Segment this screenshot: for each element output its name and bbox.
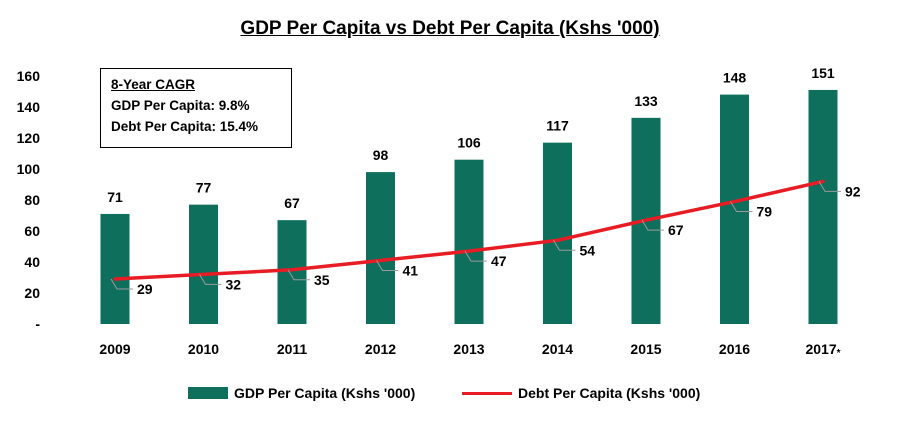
debt-label-leader xyxy=(553,240,576,251)
debt-value-label: 29 xyxy=(137,281,153,297)
x-category-label: 2014 xyxy=(542,341,573,357)
x-category-label: 2017* xyxy=(805,341,840,359)
gdp-value-label: 148 xyxy=(723,70,747,86)
gdp-value-label: 133 xyxy=(634,93,658,109)
debt-value-label: 47 xyxy=(491,253,507,269)
debt-value-label: 92 xyxy=(845,183,861,199)
y-tick-label: 80 xyxy=(24,192,40,208)
x-category-label: 2011 xyxy=(277,341,308,357)
gdp-value-label: 117 xyxy=(546,118,569,134)
debt-value-label: 67 xyxy=(668,222,684,238)
gdp-value-label: 106 xyxy=(457,135,481,151)
gdp-bar xyxy=(808,89,838,324)
y-tick-label: 120 xyxy=(17,130,41,146)
y-tick-label: 60 xyxy=(24,223,40,239)
debt-value-label: 79 xyxy=(757,204,773,220)
legend-label-gdp: GDP Per Capita (Kshs '000) xyxy=(234,385,416,401)
legend-swatch-gdp xyxy=(188,387,228,399)
gdp-value-label: 67 xyxy=(284,195,300,211)
debt-label-leader xyxy=(730,201,753,213)
cagr-heading: 8-Year CAGR xyxy=(111,77,196,92)
debt-label-leader xyxy=(110,278,133,290)
y-tick-label: 40 xyxy=(24,254,40,270)
gdp-bar xyxy=(277,220,307,324)
debt-label-leader xyxy=(464,250,487,262)
gdp-bar xyxy=(454,159,484,324)
x-category-label: 2012 xyxy=(365,341,396,357)
legend-item-gdp: GDP Per Capita (Kshs '000) xyxy=(188,385,415,401)
debt-value-label: 41 xyxy=(403,262,419,278)
gdp-bar xyxy=(720,94,749,324)
x-category-label: 2015 xyxy=(630,341,661,357)
debt-value-label: 32 xyxy=(226,276,242,292)
debt-line xyxy=(113,179,825,281)
y-tick-label: 100 xyxy=(17,161,41,177)
x-category-label: 2010 xyxy=(188,341,219,357)
debt-value-label: 54 xyxy=(580,242,596,258)
debt-label-leader xyxy=(287,269,310,281)
gdp-value-label: 71 xyxy=(107,189,123,205)
debt-label-leader xyxy=(641,219,664,231)
chart-title: GDP Per Capita vs Debt Per Capita (Kshs … xyxy=(240,18,660,39)
debt-label-leader xyxy=(199,274,222,285)
gdp-bar xyxy=(100,213,130,324)
y-tick-label: 160 xyxy=(17,68,41,84)
debt-label-leader xyxy=(818,181,841,192)
gdp-bar xyxy=(189,204,218,324)
x-category-label: 2013 xyxy=(453,341,484,357)
legend-swatch-debt xyxy=(462,391,512,395)
y-tick-label: 140 xyxy=(17,99,41,115)
cagr-annotation-box: 8-Year CAGR GDP Per Capita: 9.8% Debt Pe… xyxy=(100,68,292,148)
x-category-label: 2009 xyxy=(99,341,130,357)
cagr-gdp-line: GDP Per Capita: 9.8% xyxy=(111,98,250,113)
gdp-bar xyxy=(543,142,572,324)
gdp-value-label: 98 xyxy=(373,147,389,163)
y-tick-label: - xyxy=(35,316,40,332)
debt-label-leader xyxy=(376,260,399,271)
gdp-value-label: 77 xyxy=(196,180,212,196)
legend: GDP Per Capita (Kshs '000) Debt Per Capi… xyxy=(0,385,900,411)
legend-item-debt: Debt Per Capita (Kshs '000) xyxy=(462,385,700,401)
cagr-debt-line: Debt Per Capita: 15.4% xyxy=(111,119,259,134)
gdp-value-label: 151 xyxy=(811,65,835,81)
x-category-label: 2016 xyxy=(719,341,750,357)
legend-label-debt: Debt Per Capita (Kshs '000) xyxy=(518,385,701,401)
gdp-bar xyxy=(366,172,395,324)
y-tick-label: 20 xyxy=(24,285,40,301)
debt-value-label: 35 xyxy=(314,272,330,288)
